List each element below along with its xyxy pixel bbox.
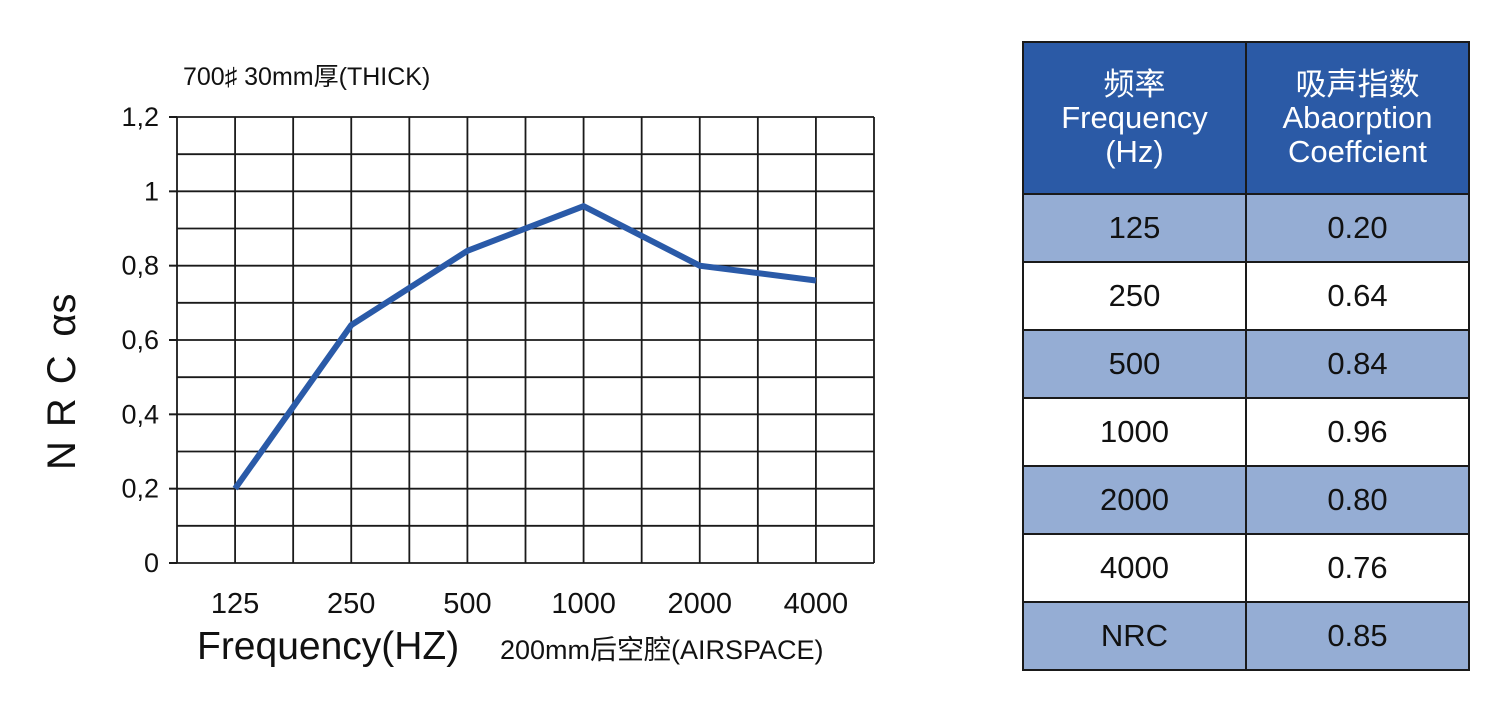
frequency-cell: 500 (1022, 329, 1247, 399)
header-coefficient-en1: Abaorption (1282, 100, 1433, 136)
x-tick-label: 125 (211, 588, 259, 620)
chart-grid (176, 116, 875, 564)
y-tick-label: 0,8 (121, 251, 159, 281)
table-row: 4000 0.76 (1022, 533, 1471, 603)
frequency-cell: 250 (1022, 261, 1247, 331)
frequency-cell: 4000 (1022, 533, 1247, 603)
table-row: 250 0.64 (1022, 261, 1471, 331)
x-tick-label: 250 (327, 588, 375, 620)
coefficient-cell: 0.20 (1244, 193, 1471, 263)
frequency-cell: 2000 (1022, 465, 1247, 535)
y-tick-label: 0,4 (121, 399, 159, 429)
series-layer (232, 202, 817, 491)
header-frequency-zh: 频率 (1103, 66, 1166, 102)
y-axis-label: NRC (40, 341, 84, 470)
table-row: NRC 0.85 (1022, 601, 1471, 671)
table-header-row: 频率 Frequency (Hz) 吸声指数 Abaorption Coeffc… (1022, 41, 1471, 195)
x-axis-ticks: 125 250 500 1000 2000 4000 (211, 588, 848, 620)
x-tick-label: 500 (443, 588, 491, 620)
coefficient-cell: 0.80 (1244, 465, 1471, 535)
table-row: 2000 0.80 (1022, 465, 1471, 535)
y-axis-ticks: 0 0,2 0,4 0,6 0,8 1 1,2 (121, 102, 177, 578)
y-tick-label: 1 (144, 176, 159, 206)
header-frequency-en: Frequency (1061, 100, 1208, 136)
coefficient-cell: 0.84 (1244, 329, 1471, 399)
frequency-cell: 1000 (1022, 397, 1247, 467)
frequency-cell: 125 (1022, 193, 1247, 263)
header-frequency-unit: (Hz) (1105, 133, 1164, 169)
coefficient-cell: 0.76 (1244, 533, 1471, 603)
header-coefficient-zh: 吸声指数 (1295, 66, 1420, 102)
table-row: 500 0.84 (1022, 329, 1471, 399)
y-axis-symbol: αs (40, 293, 84, 336)
y-tick-label: 0,2 (121, 474, 159, 504)
series-line (232, 202, 817, 491)
table-row: 125 0.20 (1022, 193, 1471, 263)
absorption-chart: 700♯ 30mm厚(THICK) 0 0,2 0,4 0,6 0,8 1 1,2 125 2… (40, 63, 875, 668)
y-tick-label: 1,2 (121, 102, 159, 132)
chart-title: 700♯ 30mm厚(THICK) (183, 63, 430, 91)
coefficient-cell: 0.64 (1244, 261, 1471, 331)
frequency-cell: NRC (1022, 601, 1247, 671)
coefficient-cell: 0.85 (1244, 601, 1471, 671)
table-row: 1000 0.96 (1022, 397, 1471, 467)
y-tick-label: 0,6 (121, 325, 159, 355)
x-axis-note: 200mm后空腔(AIRSPACE) (500, 635, 824, 665)
header-coefficient-en2: Coeffcient (1287, 133, 1427, 169)
header-coefficient: 吸声指数 Abaorption Coeffcient (1244, 41, 1471, 195)
header-frequency: 频率 Frequency (Hz) (1022, 41, 1247, 195)
x-axis-label: Frequency(HZ) (197, 625, 459, 668)
coefficient-cell: 0.96 (1244, 397, 1471, 467)
x-tick-label: 1000 (551, 588, 616, 620)
absorption-table: 频率 Frequency (Hz) 吸声指数 Abaorption Coeffc… (1022, 41, 1471, 671)
x-tick-label: 4000 (784, 588, 849, 620)
x-tick-label: 2000 (667, 588, 732, 620)
y-tick-label: 0 (144, 548, 159, 578)
